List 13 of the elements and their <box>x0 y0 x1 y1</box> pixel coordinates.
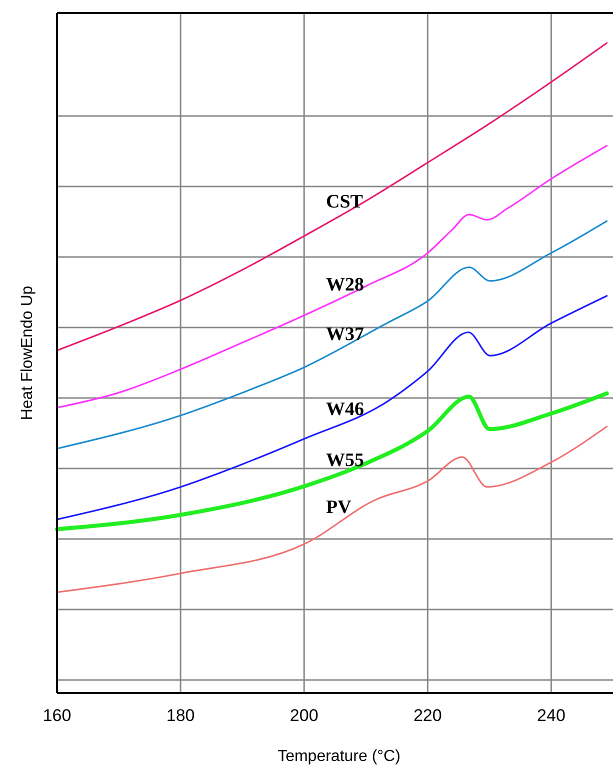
x-tick-label: 220 <box>413 706 442 726</box>
x-tick-label: 200 <box>290 706 318 726</box>
series-label: W46 <box>326 399 364 420</box>
series-label: PV <box>326 497 352 518</box>
y-axis-title: Heat FlowEndo Up <box>19 286 36 420</box>
x-tick-label: 160 <box>42 706 72 726</box>
series-label: W28 <box>326 274 364 296</box>
series-label: W37 <box>326 324 364 345</box>
series-label: W55 <box>326 450 364 471</box>
x-axis-title: Temperature (°C) <box>278 748 400 765</box>
x-tick-label: 240 <box>537 706 566 726</box>
x-tick-label: 180 <box>166 706 195 726</box>
series-label: CST <box>326 191 364 212</box>
